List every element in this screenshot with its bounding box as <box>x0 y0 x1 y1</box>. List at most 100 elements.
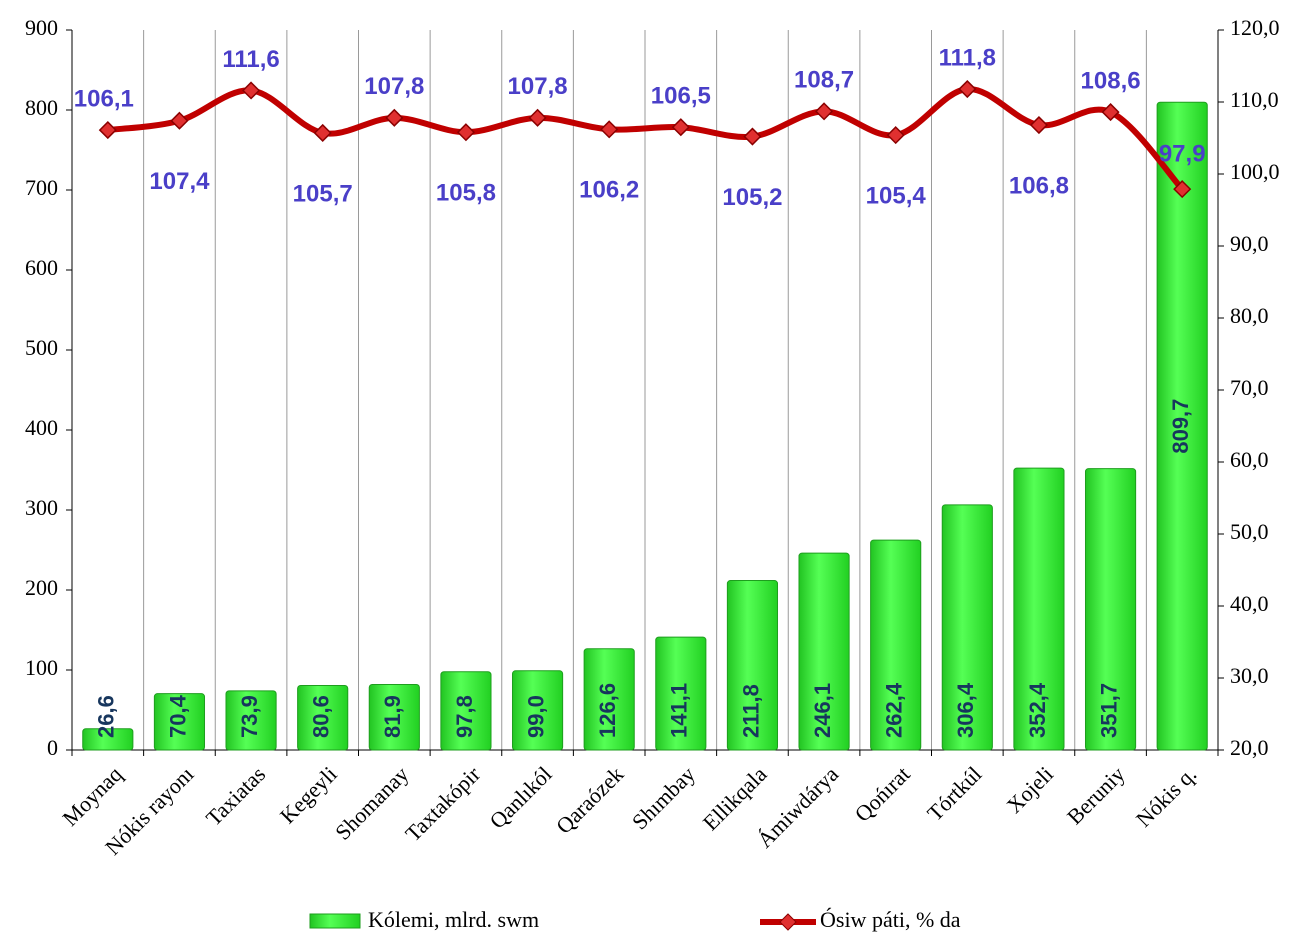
bar-value-label: 141,1 <box>667 683 692 738</box>
x-tick-label: Nókis q. <box>1131 761 1201 831</box>
line-value-label: 108,6 <box>1081 67 1141 94</box>
bar-value-label: 73,9 <box>237 695 262 738</box>
y2-tick-label: 50,0 <box>1230 519 1269 544</box>
bar <box>583 648 635 751</box>
y2-tick-label: 120,0 <box>1230 15 1280 40</box>
y2-tick-label: 80,0 <box>1230 303 1269 328</box>
line-marker <box>600 120 619 139</box>
y2-tick-label: 100,0 <box>1230 159 1280 184</box>
line-marker <box>385 108 404 127</box>
legend-label: Ósiw páti, % da <box>820 907 961 932</box>
bar <box>297 685 349 751</box>
y-tick-label: 500 <box>25 335 58 360</box>
bar-value-label: 351,7 <box>1096 683 1121 738</box>
x-tick-label: Shomanay <box>330 761 413 844</box>
line-value-label: 106,5 <box>651 83 711 110</box>
bar <box>225 690 277 751</box>
line-marker <box>1173 180 1192 199</box>
y2-tick-label: 30,0 <box>1230 663 1269 688</box>
bar <box>798 552 850 751</box>
line-value-label: 107,8 <box>364 73 424 100</box>
y-tick-label: 0 <box>47 735 58 760</box>
line-marker <box>98 121 117 140</box>
x-tick-label: Kegeyli <box>275 761 342 828</box>
bar <box>1013 467 1065 751</box>
line-marker <box>528 108 547 127</box>
bar-value-label: 70,4 <box>165 694 190 738</box>
line-value-label: 105,8 <box>436 180 496 207</box>
bar-value-label: 246,1 <box>810 683 835 738</box>
y2-tick-label: 40,0 <box>1230 591 1269 616</box>
bar <box>655 636 707 751</box>
x-tick-label: Qanlıkól <box>485 761 557 833</box>
line-marker <box>958 79 977 99</box>
bar-value-label: 26,6 <box>94 695 119 738</box>
bar-value-label: 126,6 <box>595 683 620 738</box>
line-value-label: 107,8 <box>508 73 568 100</box>
line-value-label: 97,9 <box>1159 140 1206 167</box>
bar <box>726 580 779 751</box>
y2-tick-label: 70,0 <box>1230 375 1269 400</box>
line-value-label: 106,8 <box>1009 172 1069 199</box>
bar <box>511 670 564 751</box>
line-marker <box>1101 103 1120 122</box>
bar-value-label: 97,8 <box>452 695 477 738</box>
line-marker <box>456 123 475 142</box>
y-tick-label: 700 <box>25 175 58 200</box>
y-tick-label: 200 <box>25 575 58 600</box>
line-marker <box>242 81 261 100</box>
bar-value-label: 81,9 <box>380 695 405 738</box>
bar-value-label: 262,4 <box>882 682 907 738</box>
line-value-label: 106,1 <box>74 85 134 112</box>
y-tick-label: 800 <box>25 95 58 120</box>
legend-label: Kólemi, mlrd. swm <box>368 907 539 932</box>
line-marker <box>815 102 834 121</box>
legend-swatch <box>779 913 797 931</box>
bar <box>440 671 492 751</box>
x-tick-label: Shımbay <box>627 761 700 834</box>
legend-swatch <box>309 913 361 929</box>
y2-tick-label: 110,0 <box>1230 87 1279 112</box>
x-tick-label: Taxtakópir <box>400 761 485 846</box>
line-marker <box>743 127 762 146</box>
line-marker <box>886 126 905 145</box>
bar <box>1084 468 1137 751</box>
bar-value-label: 352,4 <box>1025 682 1050 738</box>
line-value-label: 105,7 <box>293 180 353 207</box>
bar <box>82 728 134 751</box>
bar <box>368 683 420 751</box>
line-value-label: 111,8 <box>939 44 996 71</box>
y2-tick-label: 90,0 <box>1230 231 1269 256</box>
x-tick-label: Beruniy <box>1062 761 1130 829</box>
line-marker <box>313 123 332 143</box>
line <box>107 86 1185 192</box>
line-value-label: 105,2 <box>722 184 782 211</box>
y2-tick-label: 60,0 <box>1230 447 1269 472</box>
line-marker <box>1029 115 1049 135</box>
line-marker <box>671 118 690 137</box>
line-value-label: 105,4 <box>866 182 927 209</box>
y-tick-label: 600 <box>25 255 58 280</box>
bar-value-label: 809,7 <box>1168 399 1193 454</box>
y2-tick-label: 20,0 <box>1230 735 1269 760</box>
bar <box>1156 101 1208 751</box>
bar <box>153 693 206 751</box>
y-tick-label: 400 <box>25 415 58 440</box>
x-tick-label: Ellikqala <box>698 761 772 835</box>
bar-value-label: 211,8 <box>738 684 763 738</box>
x-tick-label: Qońırat <box>850 761 915 826</box>
bar-value-label: 99,0 <box>523 695 548 738</box>
y-tick-label: 100 <box>25 655 58 680</box>
bar-value-label: 306,4 <box>953 682 978 738</box>
line-marker <box>170 111 189 130</box>
line-value-label: 108,7 <box>794 67 854 94</box>
bar <box>870 539 922 751</box>
bar <box>941 504 993 751</box>
line-value-label: 111,6 <box>222 46 279 73</box>
bar-value-label: 80,6 <box>309 695 334 738</box>
x-tick-label: Taxiatas <box>201 761 270 830</box>
line-value-label: 106,2 <box>579 177 639 204</box>
x-tick-label: Qaraózek <box>551 761 628 838</box>
y-tick-label: 900 <box>25 15 58 40</box>
